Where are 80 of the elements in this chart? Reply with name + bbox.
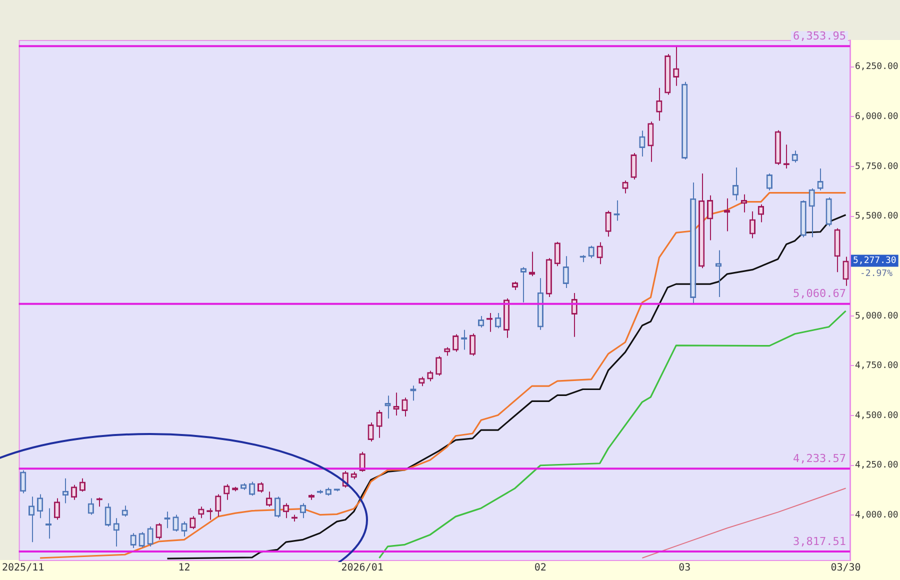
candlestick xyxy=(70,484,78,500)
candlestick xyxy=(596,242,603,265)
candlestick xyxy=(622,180,628,194)
candlestick xyxy=(478,315,484,328)
candlestick xyxy=(808,188,815,238)
candlestick xyxy=(766,172,772,191)
candlestick xyxy=(156,522,162,540)
y-tick-label: 6,000.00 xyxy=(855,112,898,122)
candlestick xyxy=(452,334,459,352)
y-tick-label: 5,750.00 xyxy=(855,162,898,172)
candlestick xyxy=(181,521,188,537)
candlestick xyxy=(300,502,306,519)
y-tick-label: 6,250.00 xyxy=(855,62,898,72)
candlestick xyxy=(36,494,44,519)
candlestick xyxy=(266,491,272,508)
candlestick xyxy=(470,332,476,356)
candlestick xyxy=(104,502,111,528)
candlestick xyxy=(28,496,35,543)
candlestick xyxy=(554,241,560,267)
candlestick xyxy=(402,397,408,418)
candlestick xyxy=(817,168,824,191)
candlestick xyxy=(147,526,154,547)
candlestick xyxy=(656,87,662,122)
candlestick xyxy=(198,506,204,519)
candlestick xyxy=(826,196,832,227)
x-tick-label: 03 xyxy=(678,562,691,574)
candlestick xyxy=(740,194,748,213)
candlestick xyxy=(54,498,60,520)
candlestick xyxy=(494,312,502,329)
candlestick xyxy=(639,130,646,158)
candlestick xyxy=(113,518,120,547)
candlestick xyxy=(376,410,382,438)
candlestick xyxy=(673,46,680,86)
candlestick xyxy=(648,121,654,162)
text: 5,277.30 xyxy=(853,256,896,266)
candlestick xyxy=(79,478,86,492)
y-tick-label: 4,000.00 xyxy=(855,510,898,521)
candlestick xyxy=(45,508,52,540)
candlestick xyxy=(427,370,434,382)
text: -2.97% xyxy=(860,269,894,280)
x-tick-label: 2025/11 xyxy=(2,562,44,574)
y-tick-label: 5,500.00 xyxy=(855,212,898,222)
candlestick xyxy=(249,481,256,496)
y-tick-label: 4,250.00 xyxy=(855,460,898,471)
candlestick xyxy=(138,532,145,548)
candlestick xyxy=(842,256,849,286)
candlestick xyxy=(630,152,637,180)
x-tick-label: 02 xyxy=(534,562,546,574)
candlestick xyxy=(749,210,756,239)
candlestick xyxy=(257,482,264,494)
ref-line-label: 3,817.51 xyxy=(793,534,846,548)
candlestick xyxy=(436,356,442,376)
y-tick-label: 5,000.00 xyxy=(855,311,898,322)
candlestick xyxy=(215,494,222,518)
candlestick xyxy=(164,511,170,529)
candlestick xyxy=(393,392,400,416)
candlestick xyxy=(562,256,569,289)
ref-line-label: 6,353.95 xyxy=(793,30,846,43)
candlestick xyxy=(88,498,94,516)
candlestick xyxy=(732,167,739,201)
candlestick xyxy=(172,514,179,532)
candlestick xyxy=(418,376,425,387)
x-tick-label: 12 xyxy=(178,562,190,574)
candlestick xyxy=(274,496,281,518)
ref-line-label: 4,233.57 xyxy=(793,452,846,465)
y-tick-label: 4,500.00 xyxy=(855,410,898,421)
candlestick xyxy=(707,194,714,241)
candlestick xyxy=(792,150,798,164)
candlestick xyxy=(605,210,612,238)
y-tick-label: 4,750.00 xyxy=(855,361,898,372)
x-tick-label: 03/30 xyxy=(830,562,861,574)
candlestick xyxy=(130,532,136,549)
candlestick xyxy=(224,484,230,500)
candlestick xyxy=(520,266,527,303)
candlestick xyxy=(588,245,594,259)
candlestick xyxy=(368,422,374,442)
candlestick xyxy=(758,204,764,223)
x-tick-label: 2026/01 xyxy=(341,562,384,574)
candlestick xyxy=(190,516,196,530)
ref-line-label: 5,060.67 xyxy=(793,287,846,300)
